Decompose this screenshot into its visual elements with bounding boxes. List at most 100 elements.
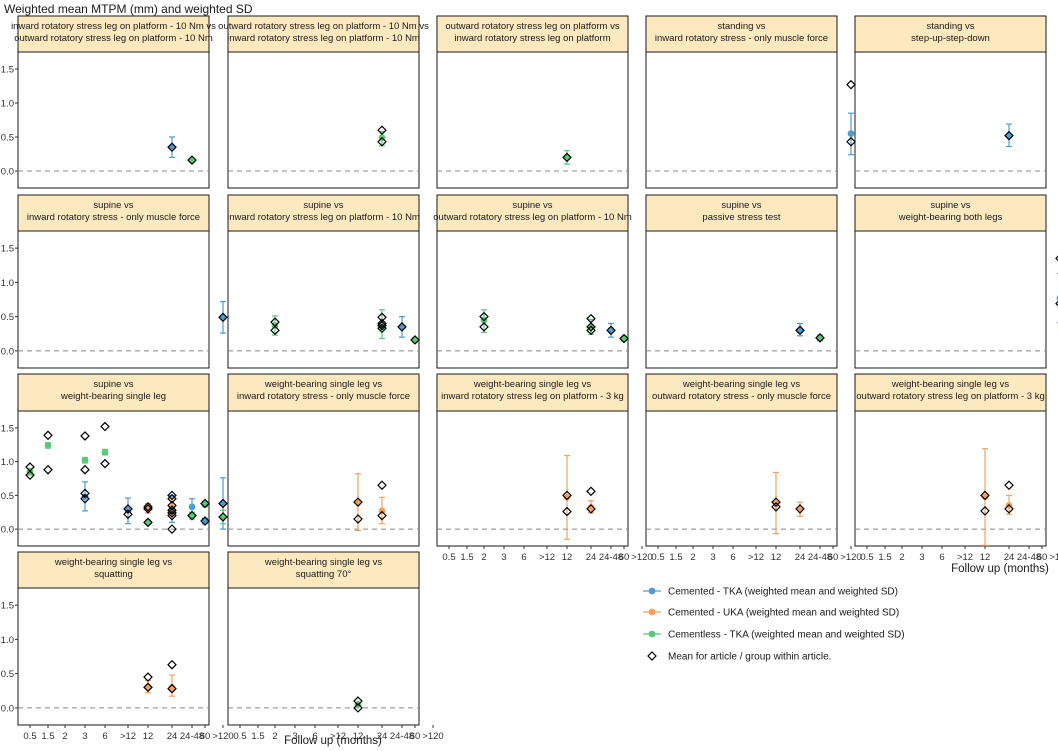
panel-plot-area	[436, 230, 629, 369]
article-mean-diamond	[377, 510, 387, 521]
article-mean-diamond	[100, 421, 110, 432]
legend-label: Cementless - TKA (weighted mean and weig…	[668, 630, 905, 641]
y-tick-label: 0.0	[1, 703, 14, 714]
article-mean-diamond	[218, 312, 228, 323]
panel-plot-area	[436, 51, 629, 189]
x-tick-label: >120	[1049, 552, 1058, 563]
panel-title-line: outward rotatory stress leg on platform …	[856, 391, 1045, 402]
article-mean-diamond	[143, 502, 153, 512]
panel-strip	[17, 15, 210, 53]
article-mean-diamond	[586, 322, 596, 332]
x-tick-label: 60	[1037, 552, 1048, 563]
article-mean-diamond	[80, 431, 90, 441]
y-tick-label: 0.0	[1, 346, 14, 357]
article-mean-diamond	[43, 430, 53, 441]
legend-label: Cemented - UKA (weighted mean and weight…	[668, 608, 899, 619]
article-mean-diamond	[980, 490, 990, 501]
legend-symbol	[648, 608, 656, 616]
panel-title-line: supine vs	[721, 200, 761, 211]
x-tick-label: 0.5	[233, 731, 246, 742]
panel-title-line: weight-bearing single leg vs	[54, 557, 172, 568]
article-mean-diamond	[815, 333, 825, 343]
panel-title-line: weight-bearing single leg vs	[264, 557, 382, 568]
legend: Cemented - TKA (weighted mean and weight…	[643, 587, 905, 663]
article-mean-diamond	[353, 696, 363, 706]
y-tick-label: 1.5	[1, 423, 14, 434]
panel-title-line: weight-bearing both legs	[898, 212, 1003, 223]
panel-plot-area	[645, 230, 838, 369]
article-mean-diamond	[143, 517, 153, 528]
panel-plot-area	[17, 410, 210, 547]
x-tick-label: 24-48	[599, 552, 623, 563]
x-tick-label: 6	[939, 552, 944, 563]
x-tick-label: 1.5	[251, 731, 264, 742]
panel-strip	[227, 373, 420, 412]
x-tick-label: >120	[212, 731, 233, 742]
weighted-mean-point	[81, 456, 89, 464]
x-tick-label: 2	[272, 731, 277, 742]
article-mean-diamond	[377, 480, 387, 491]
x-tick-label: 24	[586, 552, 597, 563]
article-mean-diamond	[397, 322, 407, 332]
x-tick-label: 24	[795, 552, 806, 563]
legend-label: Cemented - TKA (weighted mean and weight…	[668, 587, 898, 598]
x-tick-label: >120	[631, 552, 652, 563]
panel-strip	[645, 15, 838, 53]
article-mean-diamond	[80, 488, 90, 499]
x-tick-label: 24	[377, 731, 388, 742]
y-tick-label: 1.0	[1, 278, 14, 289]
y-tick-label: 1.5	[1, 244, 14, 255]
panel-title-line: inward rotatory stress leg on platform -…	[227, 212, 420, 223]
x-tick-label: 2	[899, 552, 904, 563]
panel-title-line: inward rotatory stress - only muscle for…	[27, 212, 200, 223]
x-tick-label: 24-48	[180, 731, 204, 742]
article-mean-diamond	[377, 320, 387, 331]
panel-strip	[17, 373, 210, 412]
panel: outward rotatory stress leg on platform …	[218, 15, 429, 189]
panel-title-line: standing vs	[926, 21, 974, 32]
x-tick-label: 60	[828, 552, 839, 563]
x-axis-title: Follow up (months)	[284, 735, 382, 747]
legend-label: Mean for article / group within article.	[668, 652, 831, 663]
article-mean-diamond	[562, 490, 572, 501]
panel-plot-area	[854, 410, 1047, 547]
article-mean-diamond	[167, 508, 177, 518]
panel-plot-area	[227, 410, 420, 547]
x-tick-label: 6	[312, 731, 317, 742]
panel-title-line: supine vs	[93, 200, 133, 211]
weighted-mean-point	[168, 504, 176, 511]
panel-title-line: weight-bearing single leg vs	[264, 379, 382, 390]
article-mean-diamond	[167, 505, 177, 516]
x-tick-label: 12	[771, 552, 782, 563]
article-mean-diamond	[586, 486, 596, 497]
legend-item: Mean for article / group within article.	[647, 651, 831, 663]
panel-plot-area	[854, 51, 1047, 189]
x-tick-label: 3	[501, 552, 506, 563]
x-tick-label: >120	[422, 731, 443, 742]
y-tick-label: 1.5	[1, 601, 14, 612]
x-tick-label: 60	[410, 731, 421, 742]
chart-title: Weighted mean MTPM (mm) and weighted SD	[4, 2, 253, 16]
panel-plot-area	[17, 51, 210, 189]
article-mean-diamond	[187, 510, 197, 521]
weighted-mean-point	[44, 442, 52, 449]
panel-title-line: supine vs	[93, 379, 133, 390]
panel-strip	[436, 194, 629, 232]
article-mean-diamond	[562, 506, 572, 517]
panel-strip	[17, 551, 210, 589]
x-tick-label: 0.5	[23, 731, 36, 742]
article-mean-diamond	[187, 155, 197, 165]
x-tick-label: 12	[562, 552, 573, 563]
article-mean-diamond	[619, 333, 629, 344]
panel-plot-area	[17, 587, 210, 726]
x-tick-label: 1.5	[669, 552, 682, 563]
x-tick-label: 1.5	[878, 552, 891, 563]
article-mean-diamond	[562, 152, 572, 163]
